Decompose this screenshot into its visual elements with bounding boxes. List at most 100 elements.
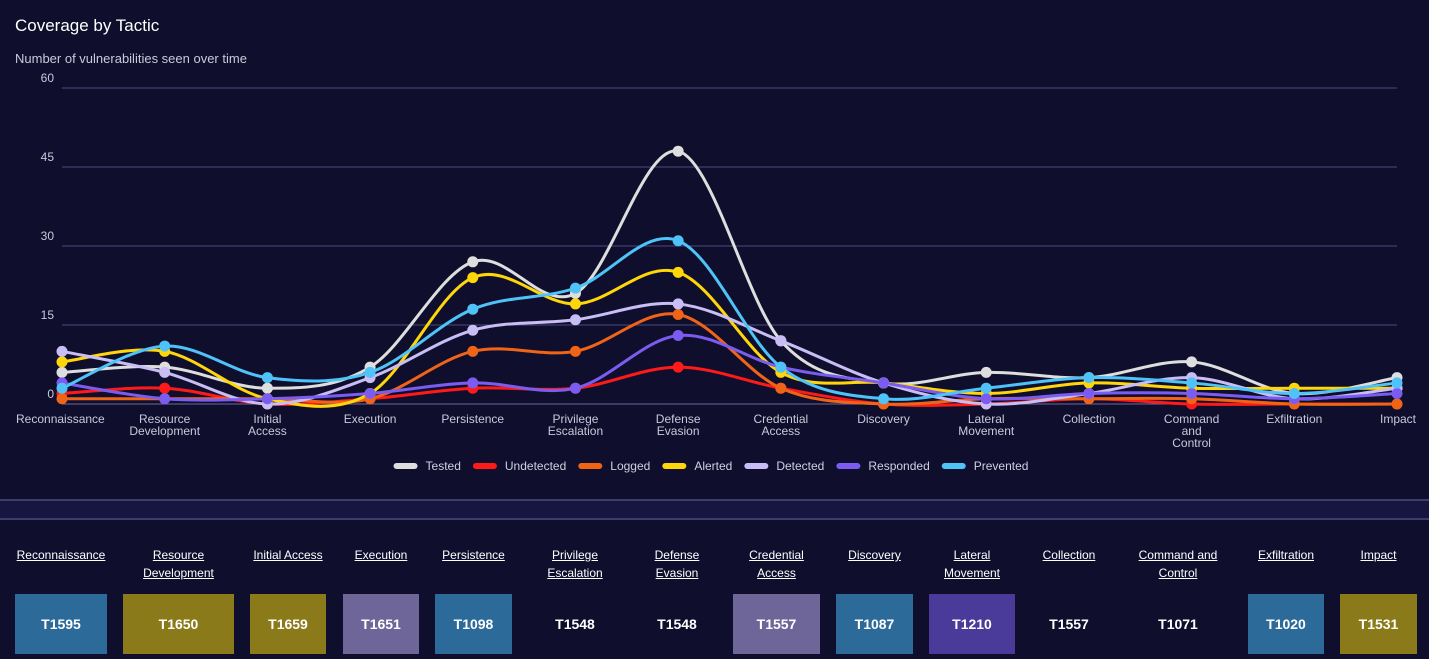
data-point-prevented[interactable]: [878, 393, 890, 405]
data-point-detected[interactable]: [159, 366, 171, 378]
technique-cell[interactable]: T1595: [15, 594, 107, 654]
technique-cell[interactable]: T1071: [1158, 616, 1198, 632]
tactic-header[interactable]: Initial Access: [244, 546, 332, 564]
data-point-responded[interactable]: [672, 330, 684, 342]
tactic-header[interactable]: Reconnaissance: [9, 546, 113, 564]
technique-cell[interactable]: T1210: [929, 594, 1015, 654]
tactic-header[interactable]: Discovery: [830, 546, 919, 564]
data-point-logged[interactable]: [1391, 398, 1403, 410]
tactic-header-line: Lateral: [953, 548, 991, 562]
legend-swatch: [578, 463, 603, 469]
tactic-header[interactable]: Privilege Escalation: [534, 546, 616, 582]
legend-item-prevented[interactable]: Prevented: [941, 459, 1029, 473]
tactic-header[interactable]: Exfiltration: [1242, 546, 1330, 564]
legend-item-detected[interactable]: Detected: [744, 459, 824, 473]
tactic-header[interactable]: Collection: [1028, 546, 1110, 564]
technique-cell[interactable]: T1659: [250, 594, 326, 654]
data-point-prevented[interactable]: [467, 303, 479, 315]
tactic-header-line: Command and: [1138, 548, 1218, 562]
data-point-tested[interactable]: [261, 382, 273, 394]
data-point-detected[interactable]: [775, 335, 787, 347]
data-point-logged[interactable]: [467, 345, 479, 357]
data-point-logged[interactable]: [775, 382, 787, 394]
data-point-undetected[interactable]: [159, 382, 171, 394]
data-point-responded[interactable]: [364, 387, 376, 399]
data-point-alerted[interactable]: [672, 266, 684, 278]
y-tick-label: 60: [41, 71, 55, 85]
data-point-responded[interactable]: [467, 377, 479, 389]
data-point-alerted[interactable]: [569, 298, 581, 310]
data-point-alerted[interactable]: [56, 356, 68, 368]
data-point-tested[interactable]: [467, 256, 479, 268]
data-point-detected[interactable]: [672, 298, 684, 310]
tactic-header-line: Defense: [654, 548, 700, 562]
technique-cell[interactable]: T1557: [733, 594, 820, 654]
data-point-responded[interactable]: [1186, 387, 1198, 399]
legend-label: Detected: [776, 459, 824, 473]
technique-cell[interactable]: T1020: [1248, 594, 1324, 654]
data-point-detected[interactable]: [467, 324, 479, 336]
technique-cell[interactable]: T1531: [1340, 594, 1417, 654]
data-point-tested[interactable]: [980, 366, 992, 378]
legend-label: Logged: [610, 459, 650, 473]
tactic-header[interactable]: Execution: [337, 546, 425, 564]
technique-cell[interactable]: T1557: [1049, 616, 1089, 632]
data-point-prevented[interactable]: [672, 235, 684, 247]
data-point-tested[interactable]: [1186, 356, 1198, 368]
data-point-tested[interactable]: [56, 366, 68, 378]
data-point-prevented[interactable]: [261, 372, 273, 384]
data-point-prevented[interactable]: [1083, 372, 1095, 384]
legend-item-alerted[interactable]: Alerted: [662, 459, 732, 473]
section-band: [0, 501, 1429, 519]
legend-item-undetected[interactable]: Undetected: [472, 459, 566, 473]
technique-cell[interactable]: T1548: [657, 616, 697, 632]
technique-cell[interactable]: T1098: [435, 594, 512, 654]
data-point-logged[interactable]: [672, 308, 684, 320]
legend-item-logged[interactable]: Logged: [578, 459, 650, 473]
series-line-alerted: [61, 269, 1397, 408]
technique-cell[interactable]: T1548: [555, 616, 595, 632]
technique-cell[interactable]: T1651: [343, 594, 419, 654]
data-point-tested[interactable]: [672, 145, 684, 157]
tactic-header[interactable]: Command and Control: [1122, 546, 1234, 582]
data-point-prevented[interactable]: [56, 382, 68, 394]
tactic-header-line: Collection: [1042, 548, 1096, 562]
data-point-undetected[interactable]: [672, 361, 684, 373]
data-point-responded[interactable]: [261, 393, 273, 405]
data-point-responded[interactable]: [569, 382, 581, 394]
data-point-logged[interactable]: [56, 393, 68, 405]
tactic-header[interactable]: Credential Access: [727, 546, 826, 582]
x-tick-label: Initial Access: [248, 412, 287, 438]
data-point-prevented[interactable]: [775, 361, 787, 373]
data-point-prevented[interactable]: [364, 366, 376, 378]
tactic-header[interactable]: Impact: [1334, 546, 1423, 564]
tactic-header[interactable]: Resource Development: [117, 546, 240, 582]
data-point-alerted[interactable]: [467, 272, 479, 284]
data-point-logged[interactable]: [569, 345, 581, 357]
x-tick-label-line: Defense: [656, 412, 701, 426]
data-point-responded[interactable]: [159, 393, 171, 405]
data-point-responded[interactable]: [1391, 387, 1403, 399]
tactic-header[interactable]: Lateral Movement: [923, 546, 1021, 582]
data-point-prevented[interactable]: [1186, 377, 1198, 389]
series-line-detected: [61, 301, 1398, 406]
data-point-prevented[interactable]: [1288, 387, 1300, 399]
x-tick-label-line: Command: [1164, 412, 1219, 426]
legend-item-tested[interactable]: Tested: [393, 459, 461, 473]
legend-item-responded[interactable]: Responded: [836, 459, 930, 473]
data-point-detected[interactable]: [569, 314, 581, 326]
legend-swatch: [393, 463, 418, 469]
tactic-header[interactable]: Defense Evasion: [635, 546, 719, 582]
technique-cell[interactable]: T1087: [836, 594, 913, 654]
technique-cell[interactable]: T1650: [123, 594, 234, 654]
x-tick-label-line: Control: [1172, 436, 1211, 450]
data-point-responded[interactable]: [1083, 387, 1095, 399]
data-point-responded[interactable]: [980, 393, 992, 405]
data-point-detected[interactable]: [56, 345, 68, 357]
data-point-prevented[interactable]: [159, 340, 171, 352]
data-point-prevented[interactable]: [569, 282, 581, 294]
tactic-header[interactable]: Persistence: [429, 546, 518, 564]
data-point-prevented[interactable]: [1391, 377, 1403, 389]
data-point-prevented[interactable]: [980, 382, 992, 394]
data-point-responded[interactable]: [878, 377, 890, 389]
